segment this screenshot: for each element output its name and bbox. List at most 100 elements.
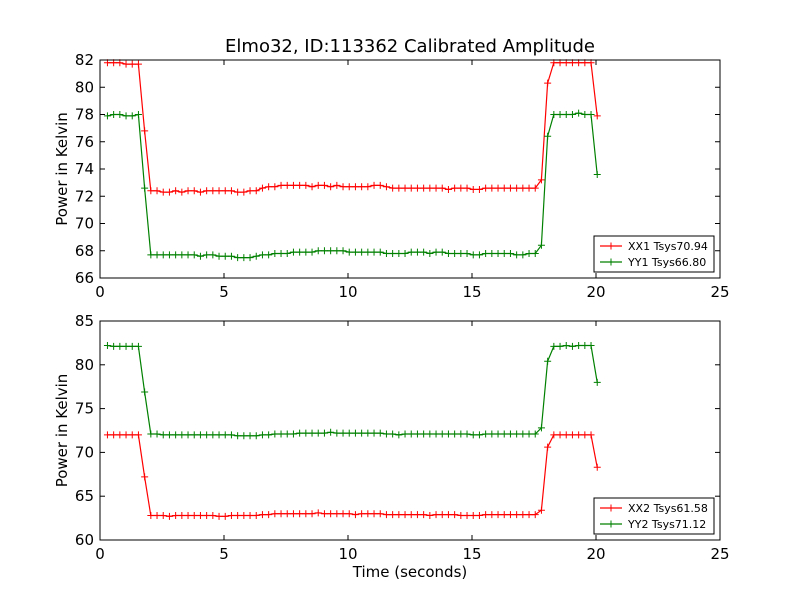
data-point bbox=[246, 511, 254, 519]
x-tick-label: 15 bbox=[462, 545, 481, 563]
data-point bbox=[593, 463, 601, 471]
data-point bbox=[110, 342, 118, 350]
data-point bbox=[184, 431, 192, 439]
data-point bbox=[203, 187, 211, 195]
data-point bbox=[320, 247, 328, 255]
data-point bbox=[147, 187, 155, 195]
data-point bbox=[221, 252, 229, 260]
data-point bbox=[271, 183, 279, 191]
data-point bbox=[320, 181, 328, 189]
data-point bbox=[221, 512, 229, 520]
legend-box bbox=[593, 497, 715, 535]
data-point bbox=[215, 252, 223, 260]
data-point bbox=[382, 511, 390, 519]
data-point bbox=[581, 431, 589, 439]
bottom-plot: 0 5 10 15 20 25 60 65 70 75 80 85 Power in Kelvin Tim… bbox=[53, 312, 730, 581]
data-point bbox=[103, 112, 111, 120]
data-point bbox=[444, 249, 452, 257]
data-point bbox=[494, 249, 502, 257]
data-point bbox=[128, 431, 136, 439]
data-point bbox=[209, 251, 217, 259]
data-point bbox=[432, 248, 440, 256]
data-point bbox=[525, 184, 533, 192]
data-point bbox=[364, 429, 372, 437]
data-point bbox=[110, 431, 118, 439]
data-point bbox=[463, 249, 471, 257]
data-point bbox=[537, 176, 545, 184]
x-axis-label: Time (seconds) bbox=[352, 563, 468, 581]
data-point bbox=[252, 432, 260, 440]
data-point bbox=[333, 429, 341, 437]
y-tick-label: 68 bbox=[75, 242, 94, 260]
data-point bbox=[345, 183, 353, 191]
data-point bbox=[382, 249, 390, 257]
data-point bbox=[519, 430, 527, 438]
y-tick-label: 85 bbox=[75, 312, 94, 330]
data-point bbox=[203, 431, 211, 439]
data-point bbox=[240, 432, 248, 440]
data-point bbox=[562, 431, 570, 439]
data-point bbox=[196, 252, 204, 260]
data-point bbox=[457, 511, 465, 519]
chart-title: Elmo32, ID:113362 Calibrated Amplitude bbox=[225, 36, 595, 57]
x-tick-label: 25 bbox=[710, 545, 729, 563]
data-point bbox=[234, 188, 242, 196]
data-point bbox=[432, 430, 440, 438]
data-point bbox=[531, 249, 539, 257]
data-point bbox=[302, 181, 310, 189]
data-point bbox=[395, 431, 403, 439]
data-point bbox=[128, 342, 136, 350]
data-point bbox=[103, 342, 111, 350]
data-point bbox=[389, 511, 397, 519]
y-tick-label: 72 bbox=[75, 187, 94, 205]
x-tick-label: 15 bbox=[462, 283, 481, 301]
data-point bbox=[488, 184, 496, 192]
data-point bbox=[463, 511, 471, 519]
data-point bbox=[345, 248, 353, 256]
data-point bbox=[432, 184, 440, 192]
data-point bbox=[172, 251, 180, 259]
data-point bbox=[395, 249, 403, 257]
data-point bbox=[246, 432, 254, 440]
data-point bbox=[519, 184, 527, 192]
data-point bbox=[444, 430, 452, 438]
data-point bbox=[463, 430, 471, 438]
legend-label: YY2 Tsys71.12 bbox=[627, 518, 706, 531]
data-point bbox=[165, 251, 173, 259]
data-point bbox=[252, 511, 260, 519]
data-point bbox=[196, 511, 204, 519]
data-point bbox=[457, 249, 465, 257]
data-point bbox=[500, 511, 508, 519]
data-point bbox=[358, 248, 366, 256]
data-point bbox=[153, 187, 161, 195]
data-point bbox=[271, 510, 279, 518]
y-tick-label: 80 bbox=[75, 356, 94, 374]
y-tick-label: 66 bbox=[75, 269, 94, 287]
data-point bbox=[376, 510, 384, 518]
data-point bbox=[302, 248, 310, 256]
data-point bbox=[376, 429, 384, 437]
data-point bbox=[116, 431, 124, 439]
data-point bbox=[227, 511, 235, 519]
y-axis-label: Power in Kelvin bbox=[53, 112, 71, 226]
data-point bbox=[364, 183, 372, 191]
top-plot: 0 5 10 15 20 25 66 68 70 72 74 76 78 80 82 Power in Kel… bbox=[53, 51, 730, 301]
data-point bbox=[172, 431, 180, 439]
data-point bbox=[227, 187, 235, 195]
x-tick-label: 5 bbox=[219, 283, 229, 301]
data-point bbox=[550, 431, 558, 439]
data-point bbox=[451, 249, 459, 257]
data-point bbox=[488, 249, 496, 257]
data-point bbox=[141, 388, 149, 396]
legend-marker bbox=[607, 520, 615, 528]
data-point bbox=[531, 430, 539, 438]
data-point bbox=[252, 187, 260, 195]
data-point bbox=[122, 60, 130, 68]
data-point bbox=[370, 429, 378, 437]
data-point bbox=[308, 429, 316, 437]
data-point bbox=[351, 183, 359, 191]
data-point bbox=[395, 184, 403, 192]
data-point bbox=[215, 187, 223, 195]
x-tick-label: 25 bbox=[710, 283, 729, 301]
